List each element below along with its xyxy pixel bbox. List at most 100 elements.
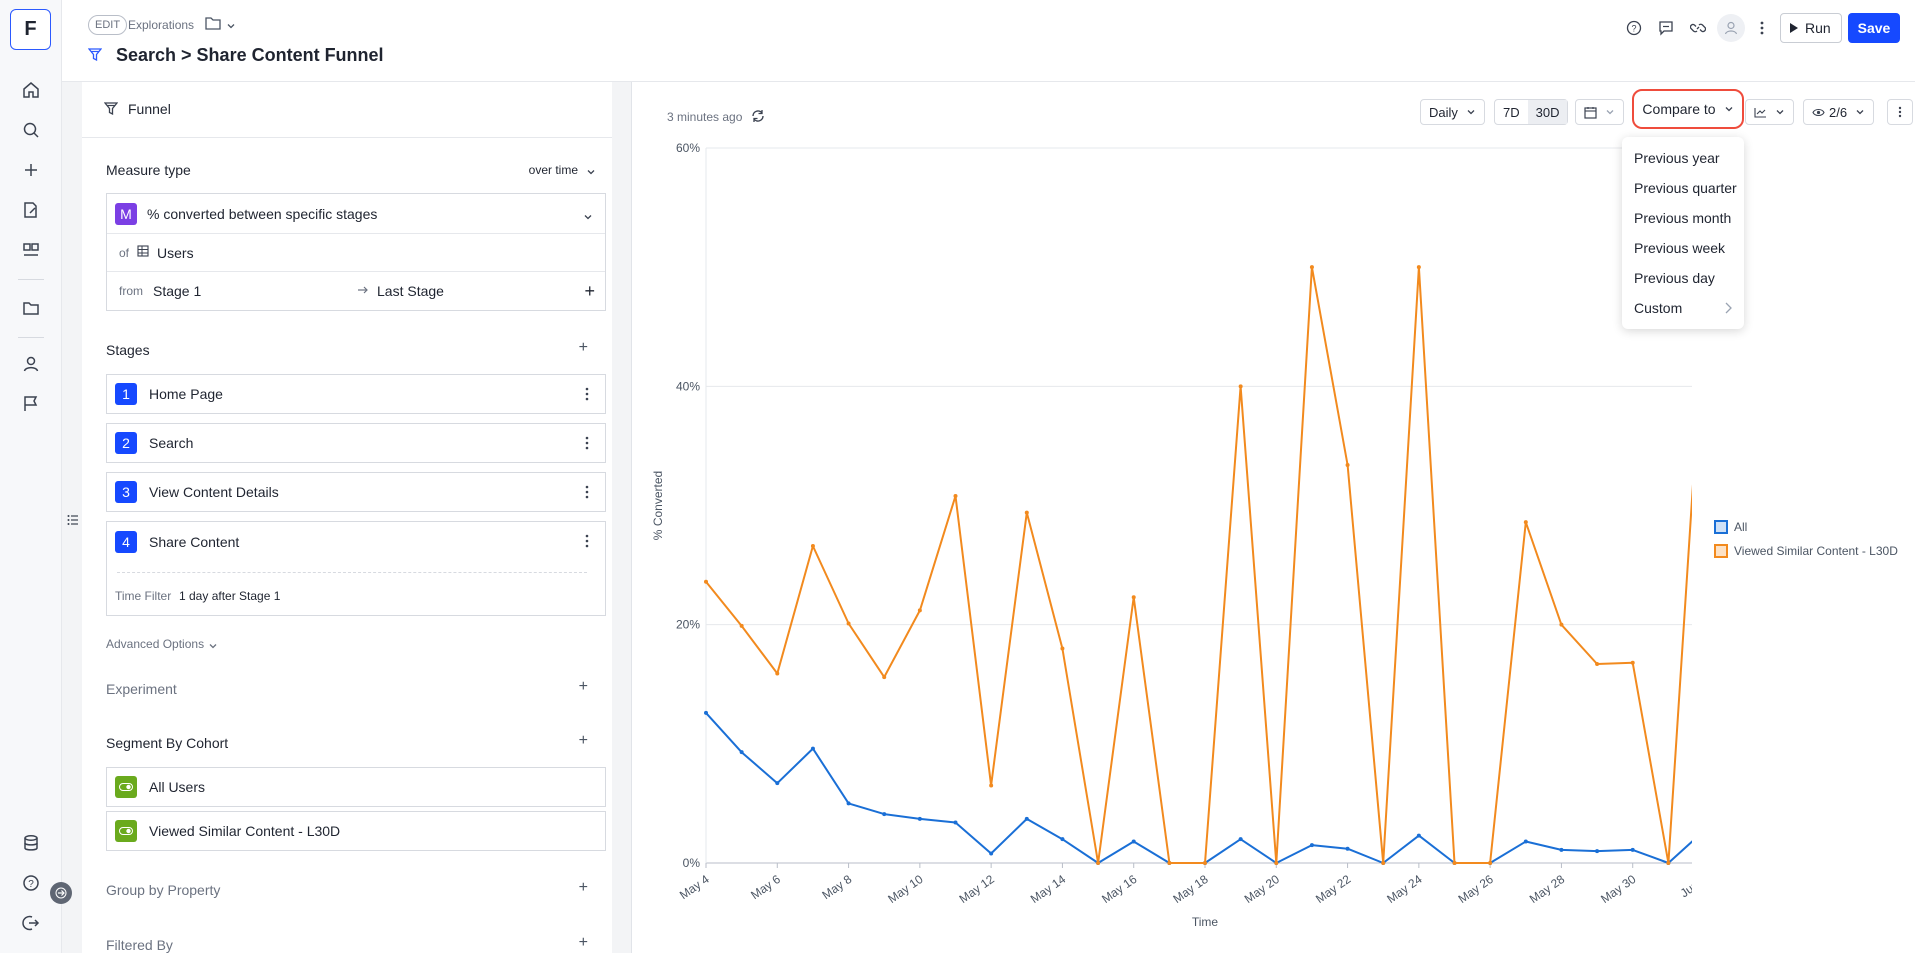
plus-icon[interactable] <box>19 158 43 182</box>
more-vertical-icon[interactable] <box>1751 17 1773 39</box>
flag-icon[interactable] <box>19 392 43 416</box>
time-filter-value[interactable]: 1 day after Stage 1 <box>179 589 281 603</box>
menu-item-previous-week[interactable]: Previous week <box>1634 240 1726 256</box>
panel-tab-bar: Funnel <box>82 82 612 138</box>
measure-mode-select[interactable]: over time <box>528 163 578 177</box>
more-vertical-icon[interactable] <box>579 483 595 501</box>
save-button[interactable]: Save <box>1848 13 1900 43</box>
chart-more-button[interactable] <box>1887 99 1913 125</box>
legend-item-all[interactable]: All <box>1714 515 1898 539</box>
data-point <box>1666 861 1671 865</box>
menu-item-previous-month[interactable]: Previous month <box>1634 210 1732 226</box>
data-point <box>704 710 708 715</box>
app-sidebar: F ? <box>0 0 62 953</box>
chart-type-select[interactable] <box>1745 99 1794 125</box>
stage-item[interactable]: 3 View Content Details <box>106 472 606 512</box>
of-value: Users <box>157 244 194 261</box>
menu-item-custom[interactable]: Custom <box>1622 293 1744 323</box>
range-30d-button[interactable]: 30D <box>1527 100 1568 124</box>
link-icon[interactable] <box>1687 17 1709 39</box>
x-tick-label: May 6 <box>748 872 783 902</box>
list-icon[interactable] <box>67 513 79 531</box>
compare-to-label: Compare to <box>1642 101 1716 117</box>
add-filter-icon[interactable]: + <box>578 934 588 951</box>
measure-select[interactable]: M % converted between specific stages <box>107 194 605 234</box>
reports-icon[interactable] <box>19 198 43 222</box>
add-range-icon[interactable]: + <box>584 281 595 301</box>
stage-item[interactable]: 2 Search <box>106 423 606 463</box>
edit-badge[interactable]: EDIT <box>88 15 128 35</box>
boards-icon[interactable] <box>19 238 43 262</box>
more-vertical-icon[interactable] <box>579 385 595 403</box>
advanced-options-toggle[interactable]: Advanced Options <box>106 637 205 651</box>
collapse-panel-button[interactable] <box>50 882 72 904</box>
stage-item[interactable]: 4 Share Content <box>107 522 605 562</box>
menu-item-previous-day[interactable]: Previous day <box>1634 270 1715 286</box>
help-icon[interactable]: ? <box>19 871 43 895</box>
range-7d-button[interactable]: 7D <box>1503 104 1520 120</box>
x-axis-title: Time <box>1192 915 1219 929</box>
comment-icon[interactable] <box>1655 17 1677 39</box>
toggle-icon[interactable] <box>115 820 137 842</box>
cohort-item[interactable]: Viewed Similar Content - L30D <box>106 811 606 851</box>
data-point <box>810 544 815 549</box>
calendar-select[interactable] <box>1575 99 1624 125</box>
avatar[interactable] <box>1717 14 1745 42</box>
user-icon[interactable] <box>19 352 43 376</box>
add-experiment-icon[interactable]: + <box>578 678 588 695</box>
x-tick-label: May 4 <box>677 872 712 902</box>
chevron-down-icon[interactable] <box>586 164 596 182</box>
chevron-down-icon <box>1855 100 1873 124</box>
help-icon[interactable]: ? <box>1623 17 1645 39</box>
toggle-icon[interactable] <box>115 776 137 798</box>
from-label: from <box>119 284 143 298</box>
to-stage-select[interactable]: Last Stage <box>377 283 444 299</box>
stage-label: View Content Details <box>149 484 279 500</box>
add-cohort-icon[interactable]: + <box>578 732 588 749</box>
data-point <box>1345 462 1350 467</box>
search-icon[interactable] <box>19 118 43 142</box>
stage-label: Share Content <box>149 534 240 550</box>
data-point <box>1024 816 1029 821</box>
folder-icon[interactable] <box>19 296 43 320</box>
app-logo[interactable]: F <box>10 9 51 50</box>
breadcrumb[interactable]: Explorations <box>128 18 195 32</box>
y-axis-title: % Converted <box>651 471 665 540</box>
visible-series-value: 2/6 <box>1829 104 1848 120</box>
of-row[interactable]: of Users <box>107 234 605 272</box>
chevron-down-icon[interactable] <box>226 18 236 36</box>
data-point <box>1274 861 1279 865</box>
chevron-down-icon[interactable] <box>208 638 218 656</box>
data-point <box>1309 265 1314 270</box>
more-vertical-icon[interactable] <box>579 434 595 452</box>
logout-icon[interactable] <box>19 911 43 935</box>
menu-item-previous-quarter[interactable]: Previous quarter <box>1634 180 1737 196</box>
granularity-select[interactable]: Daily <box>1420 99 1485 125</box>
add-group-icon[interactable]: + <box>578 879 588 896</box>
menu-item-previous-year[interactable]: Previous year <box>1634 150 1720 166</box>
folder-icon[interactable] <box>205 16 221 35</box>
add-stage-icon[interactable]: + <box>578 339 588 356</box>
data-point <box>846 801 851 806</box>
data-point <box>1595 849 1600 854</box>
run-button[interactable]: Run <box>1780 13 1842 43</box>
data-point <box>704 579 708 584</box>
data-point <box>775 671 780 676</box>
refresh-icon[interactable] <box>750 108 766 129</box>
data-point <box>1096 861 1101 865</box>
x-tick-label: May 20 <box>1242 872 1283 906</box>
visible-series-select[interactable]: 2/6 <box>1803 99 1875 125</box>
cohort-item[interactable]: All Users <box>106 767 606 807</box>
more-vertical-icon[interactable] <box>579 532 595 550</box>
data-point <box>1131 839 1136 844</box>
from-stage-select[interactable]: Stage 1 <box>153 283 202 299</box>
tab-funnel[interactable]: Funnel <box>128 101 171 117</box>
divider <box>117 572 587 573</box>
funnel-icon <box>103 102 119 120</box>
stage-item[interactable]: 1 Home Page <box>106 374 606 414</box>
compare-to-button[interactable]: Compare to <box>1632 89 1744 129</box>
home-icon[interactable] <box>19 78 43 102</box>
database-icon[interactable] <box>19 831 43 855</box>
measure-badge: M <box>115 202 137 225</box>
legend-item-viewed-similar[interactable]: Viewed Similar Content - L30D <box>1714 539 1898 563</box>
